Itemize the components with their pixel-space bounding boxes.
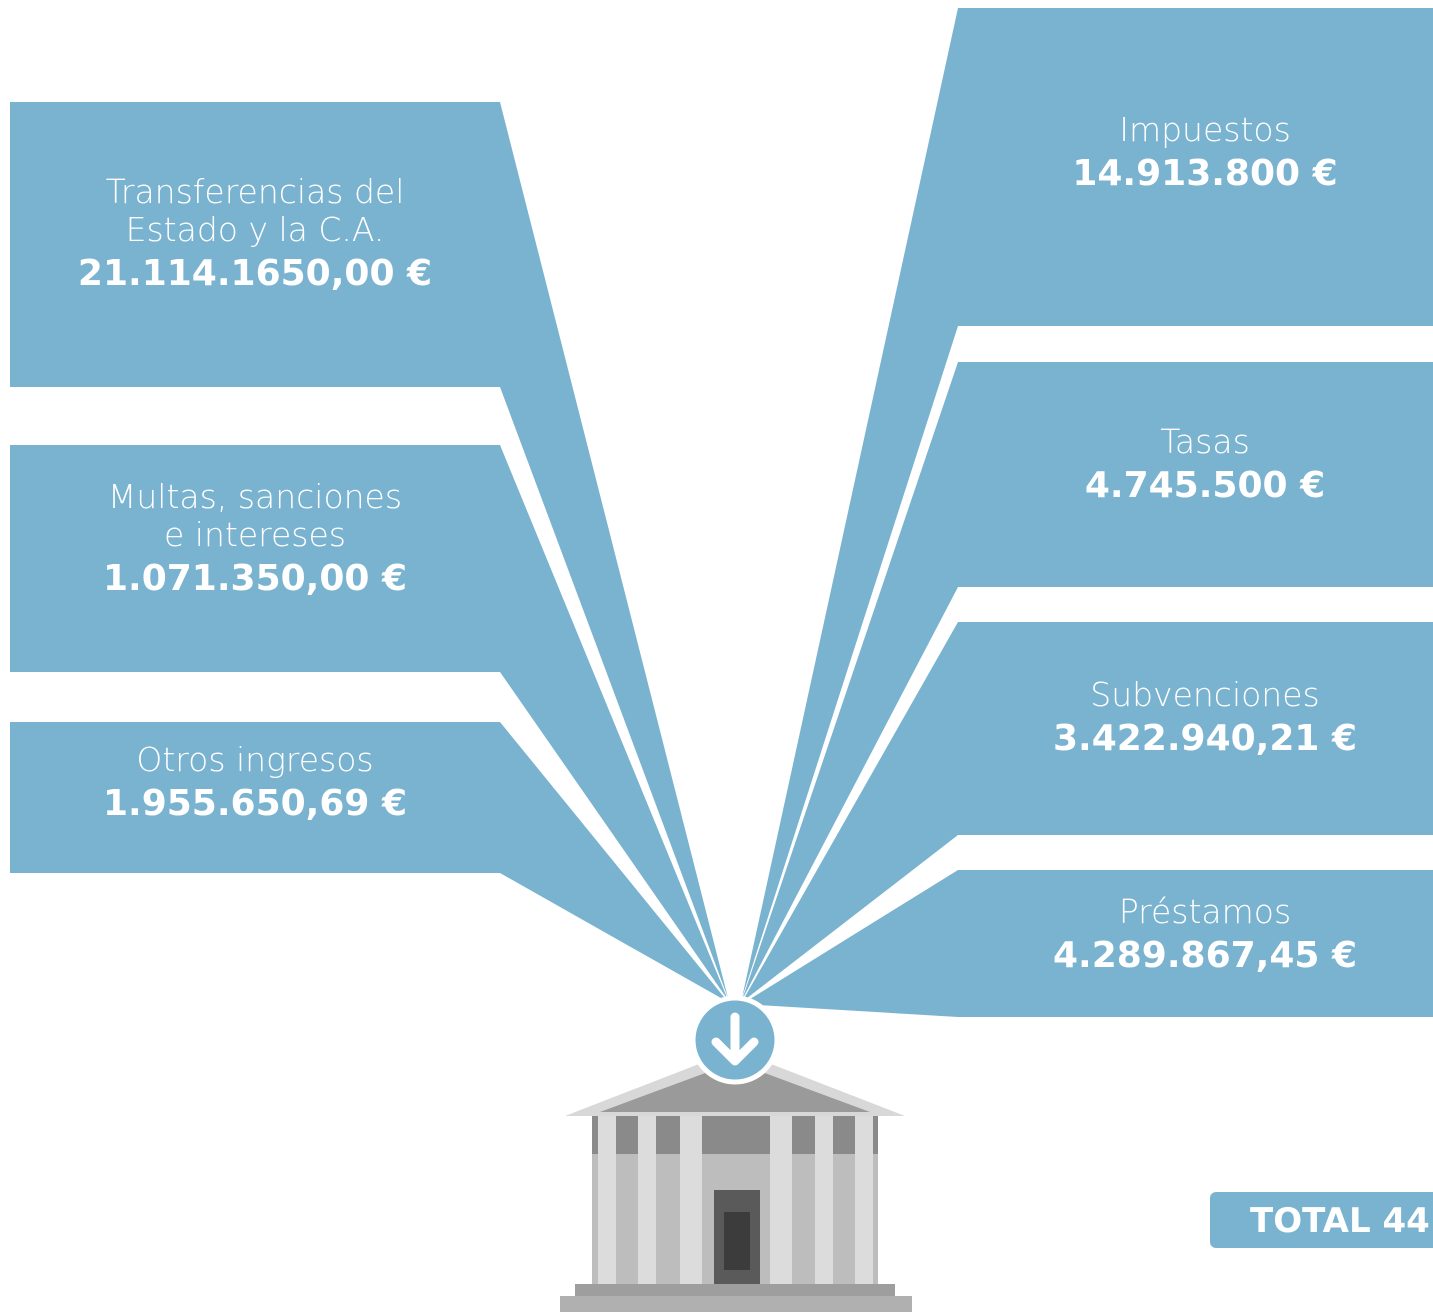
item-amount: 4.745.500 € bbox=[1085, 465, 1325, 506]
item-label: Otros ingresos bbox=[136, 740, 373, 779]
item-label: Multas, sanciones bbox=[108, 477, 402, 516]
item-label: Impuestos bbox=[1119, 110, 1291, 149]
item-label: Estado y la C.A. bbox=[126, 210, 385, 249]
item-label: Subvenciones bbox=[1090, 675, 1319, 714]
total: TOTAL 44.5 bbox=[1250, 1201, 1433, 1241]
item-label: Préstamos bbox=[1119, 892, 1291, 931]
page: TOTAL 44.5 Transferencias delEstado y la… bbox=[0, 0, 1433, 1312]
arrow-icon bbox=[693, 998, 777, 1082]
item-label: e intereses bbox=[164, 515, 346, 554]
item-amount: 1.955.650,69 € bbox=[103, 783, 407, 824]
building bbox=[560, 1050, 912, 1312]
item-amount: 1.071.350,00 € bbox=[103, 558, 407, 599]
item-amount: 21.114.1650,00 € bbox=[78, 253, 432, 294]
item-label: Transferencias del bbox=[106, 172, 405, 211]
item-label: Tasas bbox=[1160, 422, 1250, 461]
infographic: TOTAL 44.5 Transferencias delEstado y la… bbox=[0, 0, 1433, 1312]
item-amount: 14.913.800 € bbox=[1072, 153, 1337, 194]
item-amount: 3.422.940,21 € bbox=[1053, 718, 1357, 759]
item-amount: 4.289.867,45 € bbox=[1053, 935, 1357, 976]
